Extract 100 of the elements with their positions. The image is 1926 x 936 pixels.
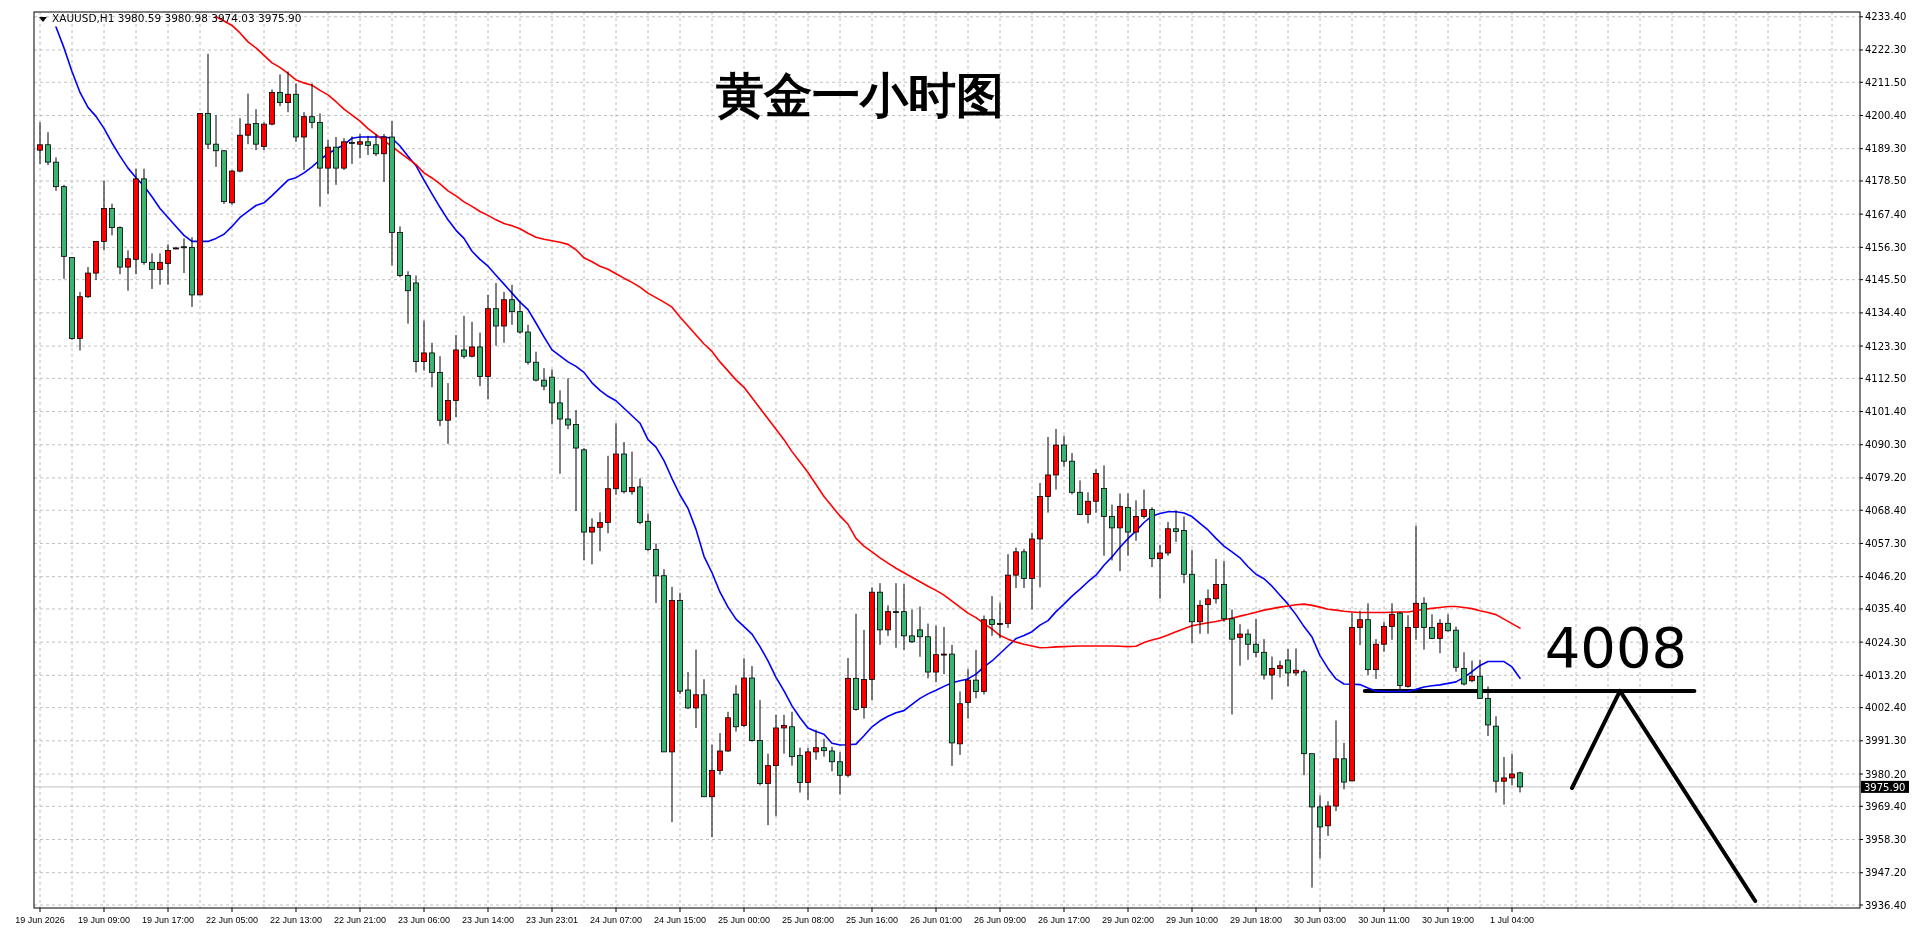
x-tick-label: 30 Jun 19:00 xyxy=(1421,915,1475,925)
y-tick-label: 3991.30 xyxy=(1865,735,1907,747)
candlestick xyxy=(253,108,259,151)
candlestick xyxy=(429,342,435,388)
candlestick xyxy=(997,602,1003,639)
candlestick xyxy=(325,139,331,195)
candlestick xyxy=(1061,435,1067,468)
x-tick-label: 23 Jun 14:00 xyxy=(461,915,515,925)
candlestick xyxy=(469,321,475,358)
candlestick xyxy=(1269,655,1275,701)
candlestick xyxy=(1213,558,1219,605)
y-tick-label: 3958.30 xyxy=(1865,834,1907,846)
y-tick-label: 3947.20 xyxy=(1865,867,1907,879)
x-tick-label: 29 Jun 18:00 xyxy=(1229,915,1283,925)
ref-line-label: 3975.90 xyxy=(1864,781,1906,793)
candlestick xyxy=(573,409,579,512)
candlestick xyxy=(461,315,467,360)
candlestick xyxy=(1141,489,1147,520)
candlestick xyxy=(517,300,523,335)
candlestick xyxy=(965,668,971,720)
candlestick xyxy=(1237,623,1243,667)
x-tick-label: 26 Jun 17:00 xyxy=(1037,915,1091,925)
candlestick xyxy=(1109,504,1115,561)
chart-subtitle: XAUUSD,H1 3980.59 3980.98 3974.03 3975.90 xyxy=(52,12,302,24)
candlestick xyxy=(717,732,723,776)
x-tick-label: 26 Jun 09:00 xyxy=(973,915,1027,925)
x-tick-label: 23 Jun 23:01 xyxy=(525,915,579,925)
candlestick xyxy=(781,714,787,755)
candlestick xyxy=(941,626,947,675)
candlestick xyxy=(445,382,451,445)
y-tick-label: 4233.40 xyxy=(1865,11,1907,23)
candlestick xyxy=(933,625,939,683)
candlestick xyxy=(301,111,307,171)
candlestick xyxy=(973,649,979,699)
y-tick-label: 4178.50 xyxy=(1865,175,1907,187)
line-series xyxy=(55,26,1521,746)
candlestick xyxy=(1077,479,1083,516)
x-tick-label: 25 Jun 00:00 xyxy=(717,915,771,925)
candlestick xyxy=(1229,609,1235,715)
candlestick xyxy=(1197,599,1203,635)
candlestick xyxy=(533,351,539,382)
candlestick xyxy=(557,389,563,475)
x-tick-label: 24 Jun 15:00 xyxy=(653,915,707,925)
y-tick-label: 4211.50 xyxy=(1865,76,1907,88)
x-tick-label: 29 Jun 02:00 xyxy=(1101,915,1155,925)
candlestick xyxy=(1429,613,1435,640)
candlestick xyxy=(149,252,155,290)
candlestick xyxy=(1389,602,1395,641)
candlestick xyxy=(1205,589,1211,635)
y-tick-label: 4156.30 xyxy=(1865,241,1907,253)
y-tick-label: 4079.20 xyxy=(1865,472,1907,484)
candlestick xyxy=(45,131,51,166)
candlestick xyxy=(765,753,771,826)
ref-line-label: 4008 xyxy=(1544,614,1688,680)
candlestick xyxy=(1253,618,1259,658)
candlestick xyxy=(1325,800,1331,837)
candlestick xyxy=(373,133,379,157)
candlestick xyxy=(1285,648,1291,687)
candlestick xyxy=(213,114,219,168)
x-tick-label: 1 Jul 04:00 xyxy=(1489,915,1535,925)
candlestick xyxy=(245,93,251,145)
text: 黄金一小时图 xyxy=(716,67,1004,123)
y-tick-label: 4112.50 xyxy=(1865,372,1907,384)
candlestick xyxy=(109,203,115,236)
y-tick-label: 4035.40 xyxy=(1865,603,1907,615)
candlestick xyxy=(1445,613,1451,633)
candlestick xyxy=(1045,436,1051,514)
y-tick-label: 4222.30 xyxy=(1865,44,1907,56)
candlestick xyxy=(381,133,387,183)
candlestick xyxy=(813,729,819,761)
candlestick xyxy=(685,671,691,710)
y-tick-label: 3936.40 xyxy=(1865,899,1907,911)
candlestick xyxy=(1085,491,1091,524)
candlestick xyxy=(565,377,571,430)
y-tick-label: 4123.30 xyxy=(1865,340,1907,352)
y-tick-label: 4057.30 xyxy=(1865,537,1907,549)
candlestick xyxy=(85,266,91,299)
x-tick-label: 22 Jun 21:00 xyxy=(333,915,387,925)
candlestick xyxy=(1357,610,1363,646)
candlestick xyxy=(349,135,355,165)
x-tick-label: 30 Jun 03:00 xyxy=(1293,915,1347,925)
candlestick xyxy=(333,136,339,186)
y-tick-label: 4200.40 xyxy=(1865,109,1907,121)
x-tick-label: 22 Jun 13:00 xyxy=(269,915,323,925)
x-tick-label: 25 Jun 16:00 xyxy=(845,915,899,925)
candlestick xyxy=(589,517,595,565)
x-tick-label: 29 Jun 10:00 xyxy=(1165,915,1219,925)
candlestick xyxy=(885,604,891,637)
candlestick xyxy=(1317,794,1323,859)
y-tick-label: 4145.50 xyxy=(1865,274,1907,286)
x-tick-label: 25 Jun 08:00 xyxy=(781,915,835,925)
candlestick xyxy=(821,738,827,758)
candlestick xyxy=(285,71,291,113)
y-tick-label: 4068.40 xyxy=(1865,504,1907,516)
candlestick xyxy=(1277,660,1283,678)
candlestick xyxy=(693,649,699,729)
candlestick xyxy=(493,282,499,347)
y-tick-label: 3969.40 xyxy=(1865,800,1907,812)
candlestick xyxy=(1117,493,1123,572)
x-tick-label: 19 Jun 17:00 xyxy=(141,915,195,925)
